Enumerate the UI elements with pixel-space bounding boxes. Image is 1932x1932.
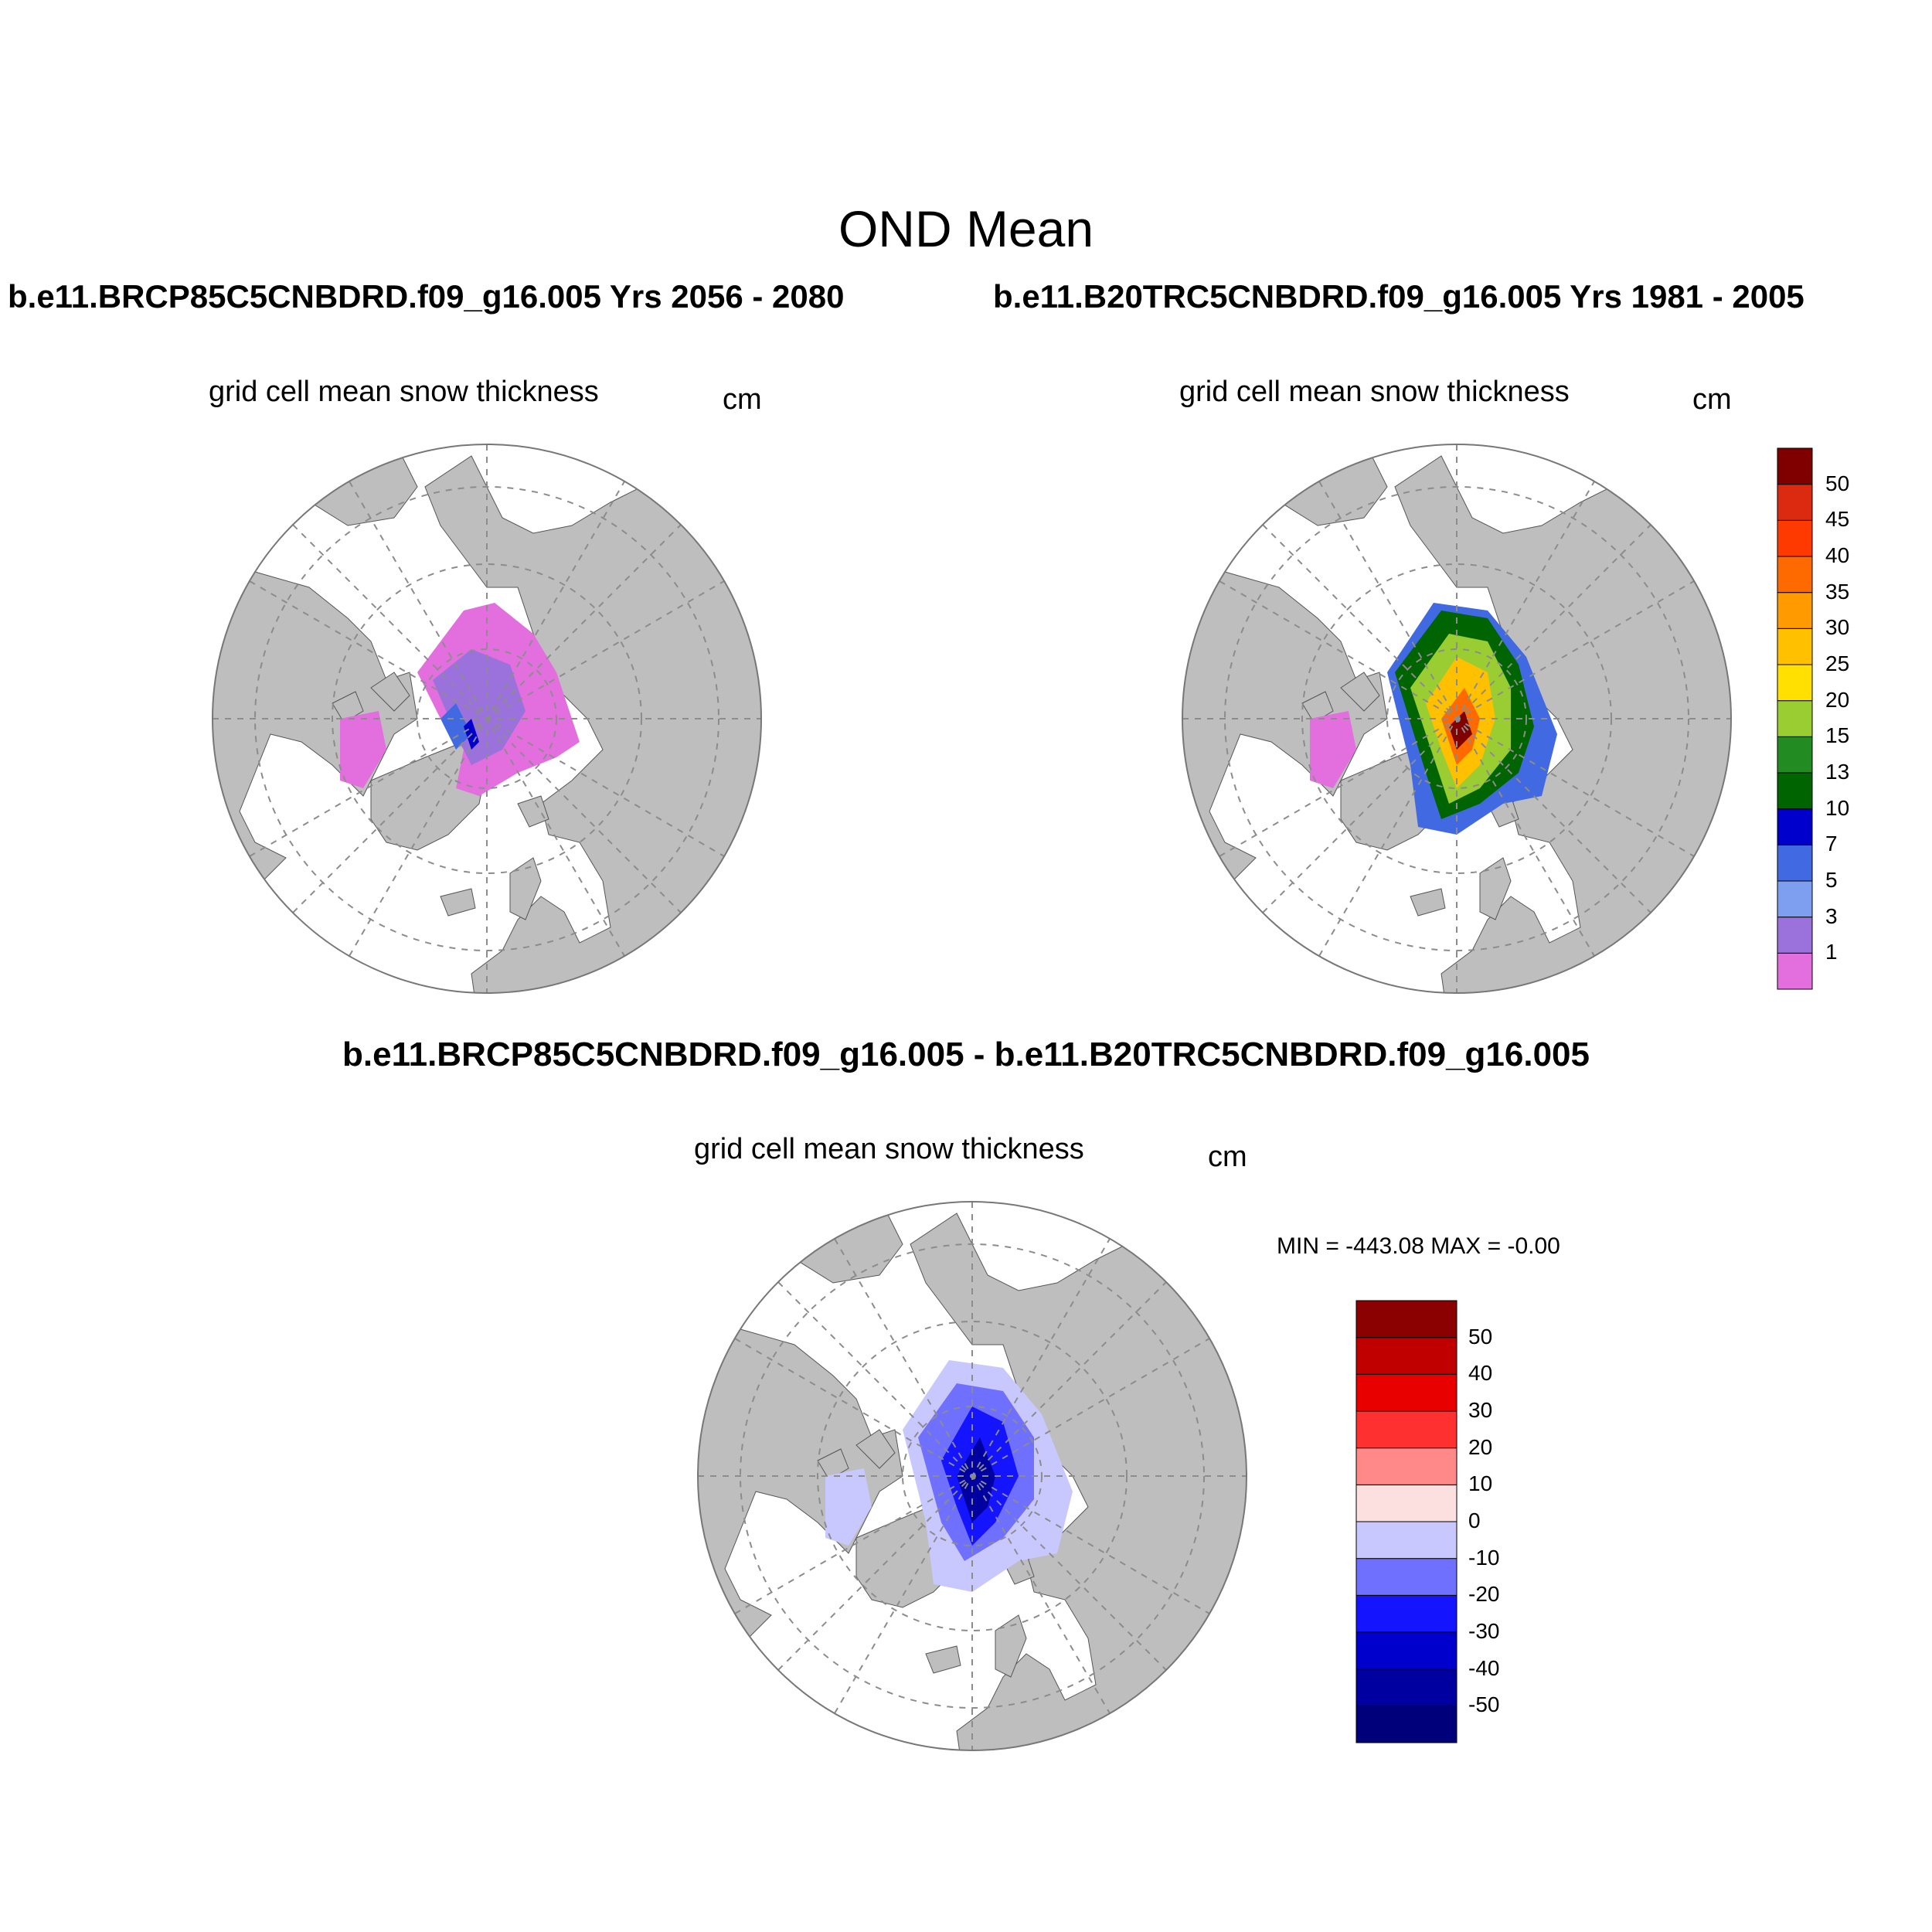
snow-thickness-colorbar (1777, 447, 1813, 990)
difference-colorbar (1355, 1300, 1458, 1743)
colorbar-swatch (1777, 772, 1813, 810)
figure-title: OND Mean (838, 200, 1094, 257)
colorbar-swatch (1355, 1484, 1458, 1522)
right-panel-subtitle: b.e11.B20TRC5CNBDRD.f09_g16.005 Yrs 1981… (993, 278, 1804, 315)
colorbar-swatch (1355, 1337, 1458, 1375)
left-polar-map (212, 444, 762, 994)
colorbar-tick-label: 20 (1468, 1434, 1493, 1459)
colorbar-tick-label: 3 (1825, 903, 1838, 928)
colorbar-tick-label: 20 (1825, 687, 1850, 712)
colorbar-swatch (1777, 484, 1813, 521)
colorbar-tick-label: 50 (1825, 471, 1850, 495)
difference-subtitle: b.e11.BRCP85C5CNBDRD.f09_g16.005 - b.e11… (342, 1036, 1590, 1073)
colorbar-tick-label: 50 (1468, 1324, 1493, 1349)
colorbar-tick-label: 13 (1825, 760, 1850, 784)
colorbar-tick-label: 15 (1825, 723, 1850, 748)
colorbar-swatch (1355, 1668, 1458, 1706)
colorbar-swatch (1777, 447, 1813, 485)
colorbar-swatch (1355, 1447, 1458, 1485)
colorbar-tick-label: 1 (1825, 940, 1838, 964)
diff-panel-title: grid cell mean snow thickness (694, 1133, 1084, 1165)
colorbar-tick-label: 5 (1825, 868, 1838, 892)
colorbar-tick-label: 0 (1468, 1509, 1481, 1532)
colorbar-swatch (1777, 519, 1813, 557)
colorbar-swatch (1355, 1373, 1458, 1412)
colorbar-tick-label: 7 (1825, 832, 1838, 856)
colorbar-tick-label: 40 (1468, 1361, 1493, 1386)
colorbar-tick-label: -40 (1468, 1655, 1500, 1680)
colorbar-swatch (1355, 1631, 1458, 1670)
colorbar-tick-label: -20 (1468, 1582, 1500, 1607)
colorbar-tick-label: 25 (1825, 651, 1850, 675)
colorbar-tick-label: 35 (1825, 579, 1850, 604)
colorbar-swatch (1777, 556, 1813, 594)
difference-polar-map (697, 1201, 1247, 1751)
colorbar-tick-label: -10 (1468, 1545, 1500, 1570)
left-panel-units: cm (723, 383, 762, 416)
colorbar-swatch (1777, 917, 1813, 954)
left-panel-subtitle: b.e11.BRCP85C5CNBDRD.f09_g16.005 Yrs 205… (8, 278, 845, 315)
colorbar-swatch (1355, 1300, 1458, 1338)
colorbar-swatch (1777, 880, 1813, 918)
colorbar-swatch (1777, 736, 1813, 774)
diff-panel-units: cm (1208, 1141, 1247, 1173)
colorbar-swatch (1777, 952, 1813, 990)
colorbar-swatch (1777, 664, 1813, 702)
colorbar-tick-label: 30 (1468, 1398, 1493, 1422)
colorbar-swatch (1355, 1558, 1458, 1596)
right-polar-map (1182, 444, 1732, 994)
colorbar-swatch (1777, 628, 1813, 665)
left-panel-title: grid cell mean snow thickness (209, 376, 599, 408)
colorbar-tick-label: 10 (1825, 795, 1850, 820)
colorbar-tick-label: 45 (1825, 507, 1850, 532)
colorbar-swatch (1355, 1705, 1458, 1743)
colorbar-tick-label: -30 (1468, 1619, 1500, 1643)
diff-min-max-readout: MIN = -443.08 MAX = -0.00 (1277, 1233, 1560, 1259)
colorbar-tick-label: -50 (1468, 1692, 1500, 1717)
right-panel-title: grid cell mean snow thickness (1179, 376, 1570, 408)
colorbar-swatch (1355, 1521, 1458, 1560)
colorbar-swatch (1777, 844, 1813, 882)
colorbar-swatch (1355, 1594, 1458, 1633)
colorbar-swatch (1777, 808, 1813, 845)
colorbar-swatch (1355, 1410, 1458, 1449)
colorbar-tick-label: 10 (1468, 1471, 1493, 1496)
right-panel-units: cm (1692, 383, 1732, 416)
colorbar-swatch (1777, 700, 1813, 737)
colorbar-tick-label: 40 (1825, 543, 1850, 567)
colorbar-swatch (1777, 592, 1813, 629)
colorbar-tick-label: 30 (1825, 615, 1850, 640)
